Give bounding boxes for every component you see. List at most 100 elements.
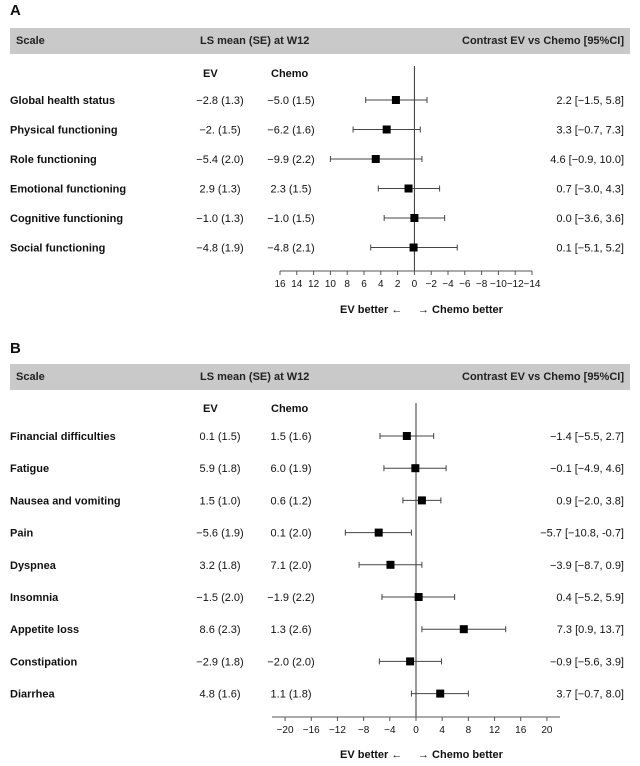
panel-b-x-tick-label: 8 <box>466 725 472 736</box>
panel-b-x-tick-label: −8 <box>358 725 370 736</box>
panel-a-ev-better-label: EV better ← <box>340 304 403 316</box>
panel-b-point-estimate <box>406 657 415 666</box>
panel-b-header-bar: Scale LS mean (SE) at W12 Contrast EV vs… <box>10 364 630 390</box>
panel-b-point-estimate <box>436 689 445 698</box>
panel-a-point-estimate <box>391 96 400 104</box>
panel-b-row-label: Appetite loss <box>10 624 79 636</box>
panel-a-point-estimate <box>409 243 418 252</box>
panel-b-x-tick-label: −12 <box>329 725 346 736</box>
panel-b-row-ev-value: 3.2 (1.8) <box>200 560 241 572</box>
panel-a-row-ev-value: −1.0 (1.3) <box>196 213 243 225</box>
panel-a-x-tick-label: 14 <box>291 279 303 290</box>
panel-b-row-chemo-value: 7.1 (2.0) <box>271 560 312 572</box>
panel-a-row-contrast-value: 3.3 [−0.7, 7.3] <box>556 125 624 137</box>
panel-a-x-tick-label: 4 <box>378 279 384 290</box>
panel-a-row-chemo-value: −6.2 (1.6) <box>267 125 314 137</box>
panel-b-point-estimate <box>386 560 395 569</box>
panel-b-row-ev-value: 1.5 (1.0) <box>200 495 241 507</box>
panel-b-row-chemo-value: 1.1 (1.8) <box>271 689 312 701</box>
panel-a-row-ev-value: −5.4 (2.0) <box>196 154 243 166</box>
panel-b-row-label: Fatigue <box>10 463 49 475</box>
panel-b-row-label: Pain <box>10 528 34 540</box>
panel-a-row-chemo-value: −9.9 (2.2) <box>267 154 314 166</box>
panel-a-x-tick-label: −12 <box>507 279 524 290</box>
panel-b-row-label: Constipation <box>10 656 77 668</box>
panel-a-x-tick-label: 16 <box>274 279 286 290</box>
panel-b-point-estimate <box>417 496 426 505</box>
panel-a-x-tick-label: −10 <box>490 279 507 290</box>
panel-b-col-chemo: Chemo <box>271 403 309 415</box>
panel-a-x-tick-label: −14 <box>524 279 541 290</box>
panel-b-row-ev-value: 8.6 (2.3) <box>200 624 241 636</box>
panel-b-header-scale: Scale <box>16 371 45 383</box>
panel-b-row-label: Financial difficulties <box>10 431 116 443</box>
panel-b-x-tick-label: −16 <box>303 725 320 736</box>
panel-b-header-lsmean: LS mean (SE) at W12 <box>200 371 310 383</box>
panel-a-x-tick-label: 10 <box>325 279 337 290</box>
panel-a-row-chemo-value: −4.8 (2.1) <box>267 243 314 255</box>
panel-b-x-tick-label: −4 <box>384 725 396 736</box>
panel-a-x-tick-label: 0 <box>412 279 418 290</box>
panel-a-row-ev-value: −2.8 (1.3) <box>196 95 243 107</box>
panel-b-row-label: Insomnia <box>10 592 59 604</box>
panel-b-row-contrast-value: −1.4 [−5.5, 2.7] <box>550 431 624 443</box>
panel-b-row-ev-value: 0.1 (1.5) <box>200 431 241 443</box>
panel-b-row-contrast-value: −3.9 [−8.7, 0.9] <box>550 560 624 572</box>
panel-b-letter: B <box>10 340 21 357</box>
panel-a-row-label: Global health status <box>10 95 115 107</box>
panel-a-row-ev-value: −2. (1.5) <box>199 125 240 137</box>
panel-b-x-tick-label: 4 <box>439 725 445 736</box>
panel-b-point-estimate <box>374 528 383 537</box>
panel-b-row-chemo-value: 6.0 (1.9) <box>271 463 312 475</box>
panel-b-row-ev-value: −1.5 (2.0) <box>196 592 243 604</box>
panel-a-header-lsmean: LS mean (SE) at W12 <box>200 35 310 47</box>
panel-a-row-contrast-value: 0.1 [−5.1, 5.2] <box>556 243 624 255</box>
panel-a-row-ev-value: −4.8 (1.9) <box>196 243 243 255</box>
panel-a-row-contrast-value: 0.7 [−3.0, 4.3] <box>556 184 624 196</box>
panel-b-row-label: Nausea and vomiting <box>10 495 121 507</box>
panel-b-row-ev-value: −5.6 (1.9) <box>196 528 243 540</box>
panel-b-row-contrast-value: −5.7 [−10.8, -0.7] <box>540 528 624 540</box>
panel-b-row-contrast-value: 3.7 [−0.7, 8.0] <box>556 689 624 701</box>
panel-a-row-contrast-value: 2.2 [−1.5, 5.8] <box>556 95 624 107</box>
panel-a-row-label: Cognitive functioning <box>10 213 123 225</box>
panel-b-row-chemo-value: 0.6 (1.2) <box>271 495 312 507</box>
panel-b-row-chemo-value: −1.9 (2.2) <box>267 592 314 604</box>
panel-a-header-bar: Scale LS mean (SE) at W12 Contrast EV vs… <box>10 28 630 54</box>
panel-a-letter: A <box>10 2 21 19</box>
panel-b-row-chemo-value: 1.3 (2.6) <box>271 624 312 636</box>
panel-a-x-tick-label: −8 <box>476 279 488 290</box>
panel-b-row-contrast-value: −0.9 [−5.6, 3.9] <box>550 656 624 668</box>
panel-a-x-tick-label: 2 <box>395 279 401 290</box>
panel-b-row-chemo-value: −2.0 (2.0) <box>267 656 314 668</box>
panel-a-row-label: Role functioning <box>10 154 97 166</box>
panel-a-row-chemo-value: −1.0 (1.5) <box>267 213 314 225</box>
panel-a-point-estimate <box>410 214 419 222</box>
panel-b-row-label: Dyspnea <box>10 560 57 572</box>
panel-a-col-chemo: Chemo <box>271 68 309 80</box>
panel-a-col-ev: EV <box>203 68 218 80</box>
panel-b-point-estimate <box>411 464 420 473</box>
panel-b-point-estimate <box>402 432 411 440</box>
panel-b-header-contrast: Contrast EV vs Chemo [95%CI] <box>462 371 624 383</box>
panel-a-x-tick-label: −2 <box>425 279 437 290</box>
panel-a-x-tick-label: 8 <box>344 279 350 290</box>
panel-a-x-tick-label: −4 <box>442 279 454 290</box>
panel-b-row-contrast-value: −0.1 [−4.9, 4.6] <box>550 463 624 475</box>
panel-a-point-estimate <box>382 125 391 134</box>
panel-a-chemo-better-label: → Chemo better <box>418 304 503 316</box>
panel-a-header-scale: Scale <box>16 35 45 47</box>
panel-b-x-tick-label: 20 <box>541 725 553 736</box>
panel-a-row-label: Physical functioning <box>10 125 118 137</box>
panel-b-row-label: Diarrhea <box>10 689 56 701</box>
panel-a-row-chemo-value: 2.3 (1.5) <box>271 184 312 196</box>
panel-b-point-estimate <box>414 593 423 601</box>
panel-b-ev-better-label: EV better ← <box>340 749 403 761</box>
panel-a-x-tick-label: 6 <box>361 279 367 290</box>
panel-a-row-chemo-value: −5.0 (1.5) <box>267 95 314 107</box>
panel-a-point-estimate <box>371 155 380 163</box>
panel-a-row-contrast-value: 4.6 [−0.9, 10.0] <box>550 154 624 166</box>
panel-b-row-contrast-value: 7.3 [0.9, 13.7] <box>557 624 624 636</box>
panel-a-point-estimate <box>404 184 413 193</box>
panel-b-row-chemo-value: 0.1 (2.0) <box>271 528 312 540</box>
